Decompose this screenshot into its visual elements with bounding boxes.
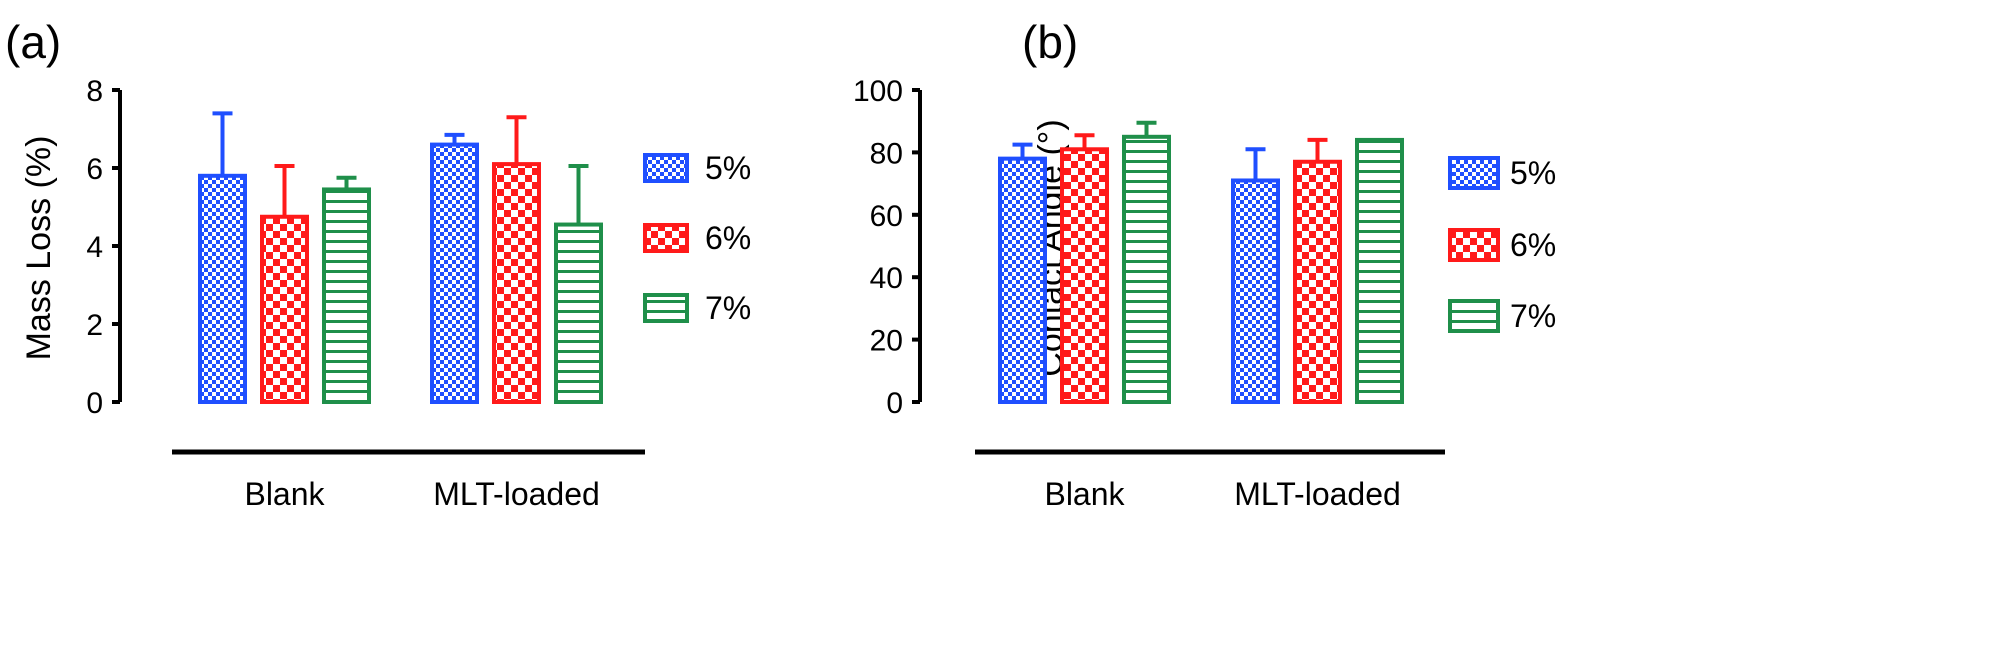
panel-label: (a) [5,16,61,68]
bar-7pct-mlt-loaded [1355,137,1404,404]
x-axis: Blank MLT-loaded [975,449,1445,512]
bar-5pct-blank [198,173,247,404]
legend-label: 5% [1510,155,1556,191]
bar-5pct-mlt-loaded [1231,178,1280,404]
y-tick-label: 0 [886,387,903,420]
legend-label: 7% [705,290,751,326]
y-tick-label: 40 [870,262,903,295]
y-tick-label: 2 [86,309,103,342]
y-tick-label: 4 [86,231,103,264]
bar-6pct-blank [260,214,309,404]
y-tick-label: 100 [853,75,903,108]
bar-7pct-blank [322,187,371,404]
bar-6pct-mlt-loaded [492,162,541,404]
legend-swatch [643,293,689,323]
x-category-label: Blank [244,476,325,512]
bar-5pct-mlt-loaded [430,142,479,404]
legend-label: 5% [705,150,751,186]
legend-label: 6% [1510,227,1556,263]
y-tick-label: 80 [870,137,903,170]
bar-7pct-mlt-loaded [554,222,603,404]
legend-swatch [643,153,689,183]
bars [198,111,603,404]
legend-label: 6% [705,220,751,256]
y-tick-label: 0 [86,387,103,420]
bars [998,120,1404,405]
y-tick-label: 6 [86,153,103,186]
y-axis: 0 20 40 60 80 100 [853,75,922,420]
bar-6pct-blank [1060,147,1109,404]
legend-swatch [1448,156,1500,190]
legend-label: 7% [1510,298,1556,334]
y-tick-label: 8 [86,75,103,108]
legend: 5% 6% 7% [643,150,751,326]
bar-7pct-blank [1122,134,1171,405]
x-axis: Blank MLT-loaded [172,449,645,512]
bar-6pct-mlt-loaded [1293,159,1342,404]
y-axis-label: Mass Loss (%) [20,136,58,361]
bar-5pct-blank [998,156,1047,404]
x-category-label: MLT-loaded [1234,476,1401,512]
legend-swatch [643,223,689,253]
panel-label: (b) [1022,16,1078,68]
y-axis: 0 2 4 6 8 [86,75,122,420]
x-category-label: MLT-loaded [433,476,600,512]
y-tick-label: 20 [870,325,903,358]
legend: 5% 6% 7% [1448,155,1556,334]
y-tick-label: 60 [870,200,903,233]
legend-swatch [1448,299,1500,333]
x-category-label: Blank [1044,476,1125,512]
legend-swatch [1448,228,1500,262]
